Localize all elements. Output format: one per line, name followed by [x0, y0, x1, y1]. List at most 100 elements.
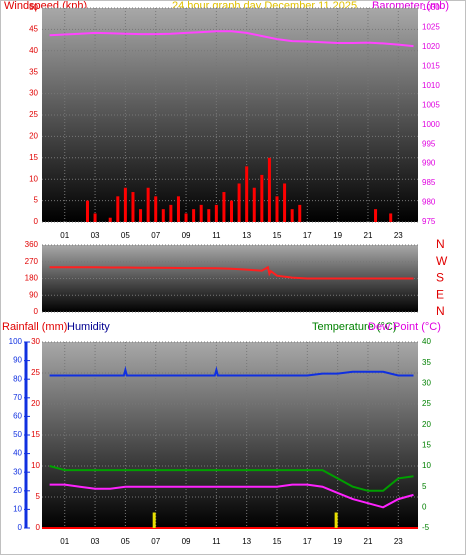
- y-tick-label: 35: [29, 67, 38, 76]
- bar: [283, 183, 287, 222]
- y-tick-label: 45: [29, 25, 38, 34]
- bar: [389, 213, 393, 222]
- y2-tick-label: -5: [422, 523, 430, 532]
- x-tick-label: 23: [394, 537, 403, 546]
- x-tick-label: 19: [333, 231, 342, 240]
- x-tick-label: 11: [212, 231, 221, 240]
- chart-title: 24 hour graph day December 11 2025: [172, 0, 357, 12]
- x-tick-label: 07: [151, 537, 160, 546]
- x-tick-label: 17: [303, 537, 312, 546]
- bar: [214, 204, 218, 222]
- series-line: [49, 465, 414, 492]
- y2-tick-label: N: [436, 237, 445, 251]
- x-tick-label: 15: [273, 537, 282, 546]
- y3-tick-label: 60: [13, 412, 22, 421]
- y-axis-label: Rainfall (mm): [2, 321, 67, 333]
- x-tick-label: 17: [303, 231, 312, 240]
- y-tick-label: 40: [29, 46, 38, 55]
- y2-tick-label: 35: [422, 358, 431, 367]
- x-tick-label: 03: [91, 537, 100, 546]
- bar: [116, 196, 120, 222]
- y3-tick-label: 80: [13, 374, 22, 383]
- y3-tick-label: 100: [9, 337, 23, 346]
- x-tick-label: 03: [91, 231, 100, 240]
- bar: [152, 512, 156, 528]
- x-tick-label: 13: [242, 537, 251, 546]
- x-tick-label: 15: [273, 231, 282, 240]
- y3-tick-label: 20: [13, 486, 22, 495]
- y2-tick-label: S: [436, 271, 444, 285]
- bar: [139, 209, 143, 222]
- y-tick-label: 50: [29, 3, 38, 12]
- y-tick-label: 90: [29, 290, 38, 299]
- y-tick-label: 5: [36, 492, 41, 501]
- y-tick-label: 20: [29, 132, 38, 141]
- bar: [199, 204, 203, 222]
- y2-tick-label: 990: [422, 159, 436, 168]
- bar: [108, 217, 112, 222]
- y2-tick-label: 40: [422, 337, 431, 346]
- bar: [222, 192, 226, 222]
- bar: [169, 204, 173, 222]
- y-tick-label: 0: [34, 307, 39, 316]
- x-tick-label: 19: [333, 537, 342, 546]
- y-tick-label: 25: [31, 368, 40, 377]
- series-line: [49, 265, 414, 280]
- y-tick-label: 180: [25, 274, 39, 283]
- bar: [290, 209, 294, 222]
- y2-tick-label: 995: [422, 139, 436, 148]
- series-line: [49, 366, 414, 377]
- y2-tick-label: N: [436, 304, 445, 318]
- bar: [260, 174, 264, 222]
- x-tick-label: 21: [364, 231, 373, 240]
- bar: [374, 209, 378, 222]
- bar: [184, 213, 188, 222]
- series-line: [49, 483, 414, 509]
- x-tick-label: 09: [182, 537, 191, 546]
- y2-tick-label: 1025: [422, 23, 440, 32]
- y2-tick-label: 5: [422, 482, 427, 491]
- x-tick-label: 13: [242, 231, 251, 240]
- bar: [176, 196, 180, 222]
- y3-axis-label: Humidity: [67, 321, 110, 333]
- bar: [245, 166, 249, 222]
- y2-tick-label: 985: [422, 178, 436, 187]
- y-axis-label: Windspeed (kph): [4, 0, 87, 12]
- x-tick-label: 07: [151, 231, 160, 240]
- bar: [85, 200, 89, 222]
- y-tick-label: 270: [25, 257, 39, 266]
- y2-tick-label: 20: [422, 420, 431, 429]
- y-tick-label: 10: [29, 174, 38, 183]
- bar: [131, 192, 135, 222]
- bar: [146, 187, 150, 222]
- bar: [334, 512, 338, 528]
- bar: [192, 209, 196, 222]
- y-tick-label: 15: [31, 430, 40, 439]
- y-tick-label: 25: [29, 110, 38, 119]
- y2-tick-label: 15: [422, 440, 431, 449]
- x-tick-label: 05: [121, 231, 130, 240]
- y3-tick-label: 30: [13, 467, 22, 476]
- y-tick-label: 5: [34, 196, 39, 205]
- y-tick-label: 0: [36, 523, 41, 532]
- y2-tick-label: 1020: [422, 42, 440, 51]
- plot-background: [42, 342, 418, 528]
- y-tick-label: 10: [31, 461, 40, 470]
- y2-tick-label: 10: [422, 461, 431, 470]
- x-tick-label: 23: [394, 231, 403, 240]
- y-tick-label: 30: [31, 337, 40, 346]
- x-tick-label: 05: [121, 537, 130, 546]
- y3-tick-label: 90: [13, 356, 22, 365]
- y2-axis-label: Barometer (mb): [372, 0, 449, 12]
- bar: [275, 196, 279, 222]
- x-tick-label: 21: [364, 537, 373, 546]
- y2-tick-label: 980: [422, 198, 436, 207]
- y2-tick-label: 1005: [422, 100, 440, 109]
- y-tick-label: 0: [34, 217, 39, 226]
- x-tick-label: 09: [182, 231, 191, 240]
- y2-tick-label: 25: [422, 399, 431, 408]
- series-line: [49, 30, 414, 48]
- y3-tick-label: 40: [13, 449, 22, 458]
- y2-tick-label: 1030: [422, 3, 440, 12]
- bar: [237, 183, 241, 222]
